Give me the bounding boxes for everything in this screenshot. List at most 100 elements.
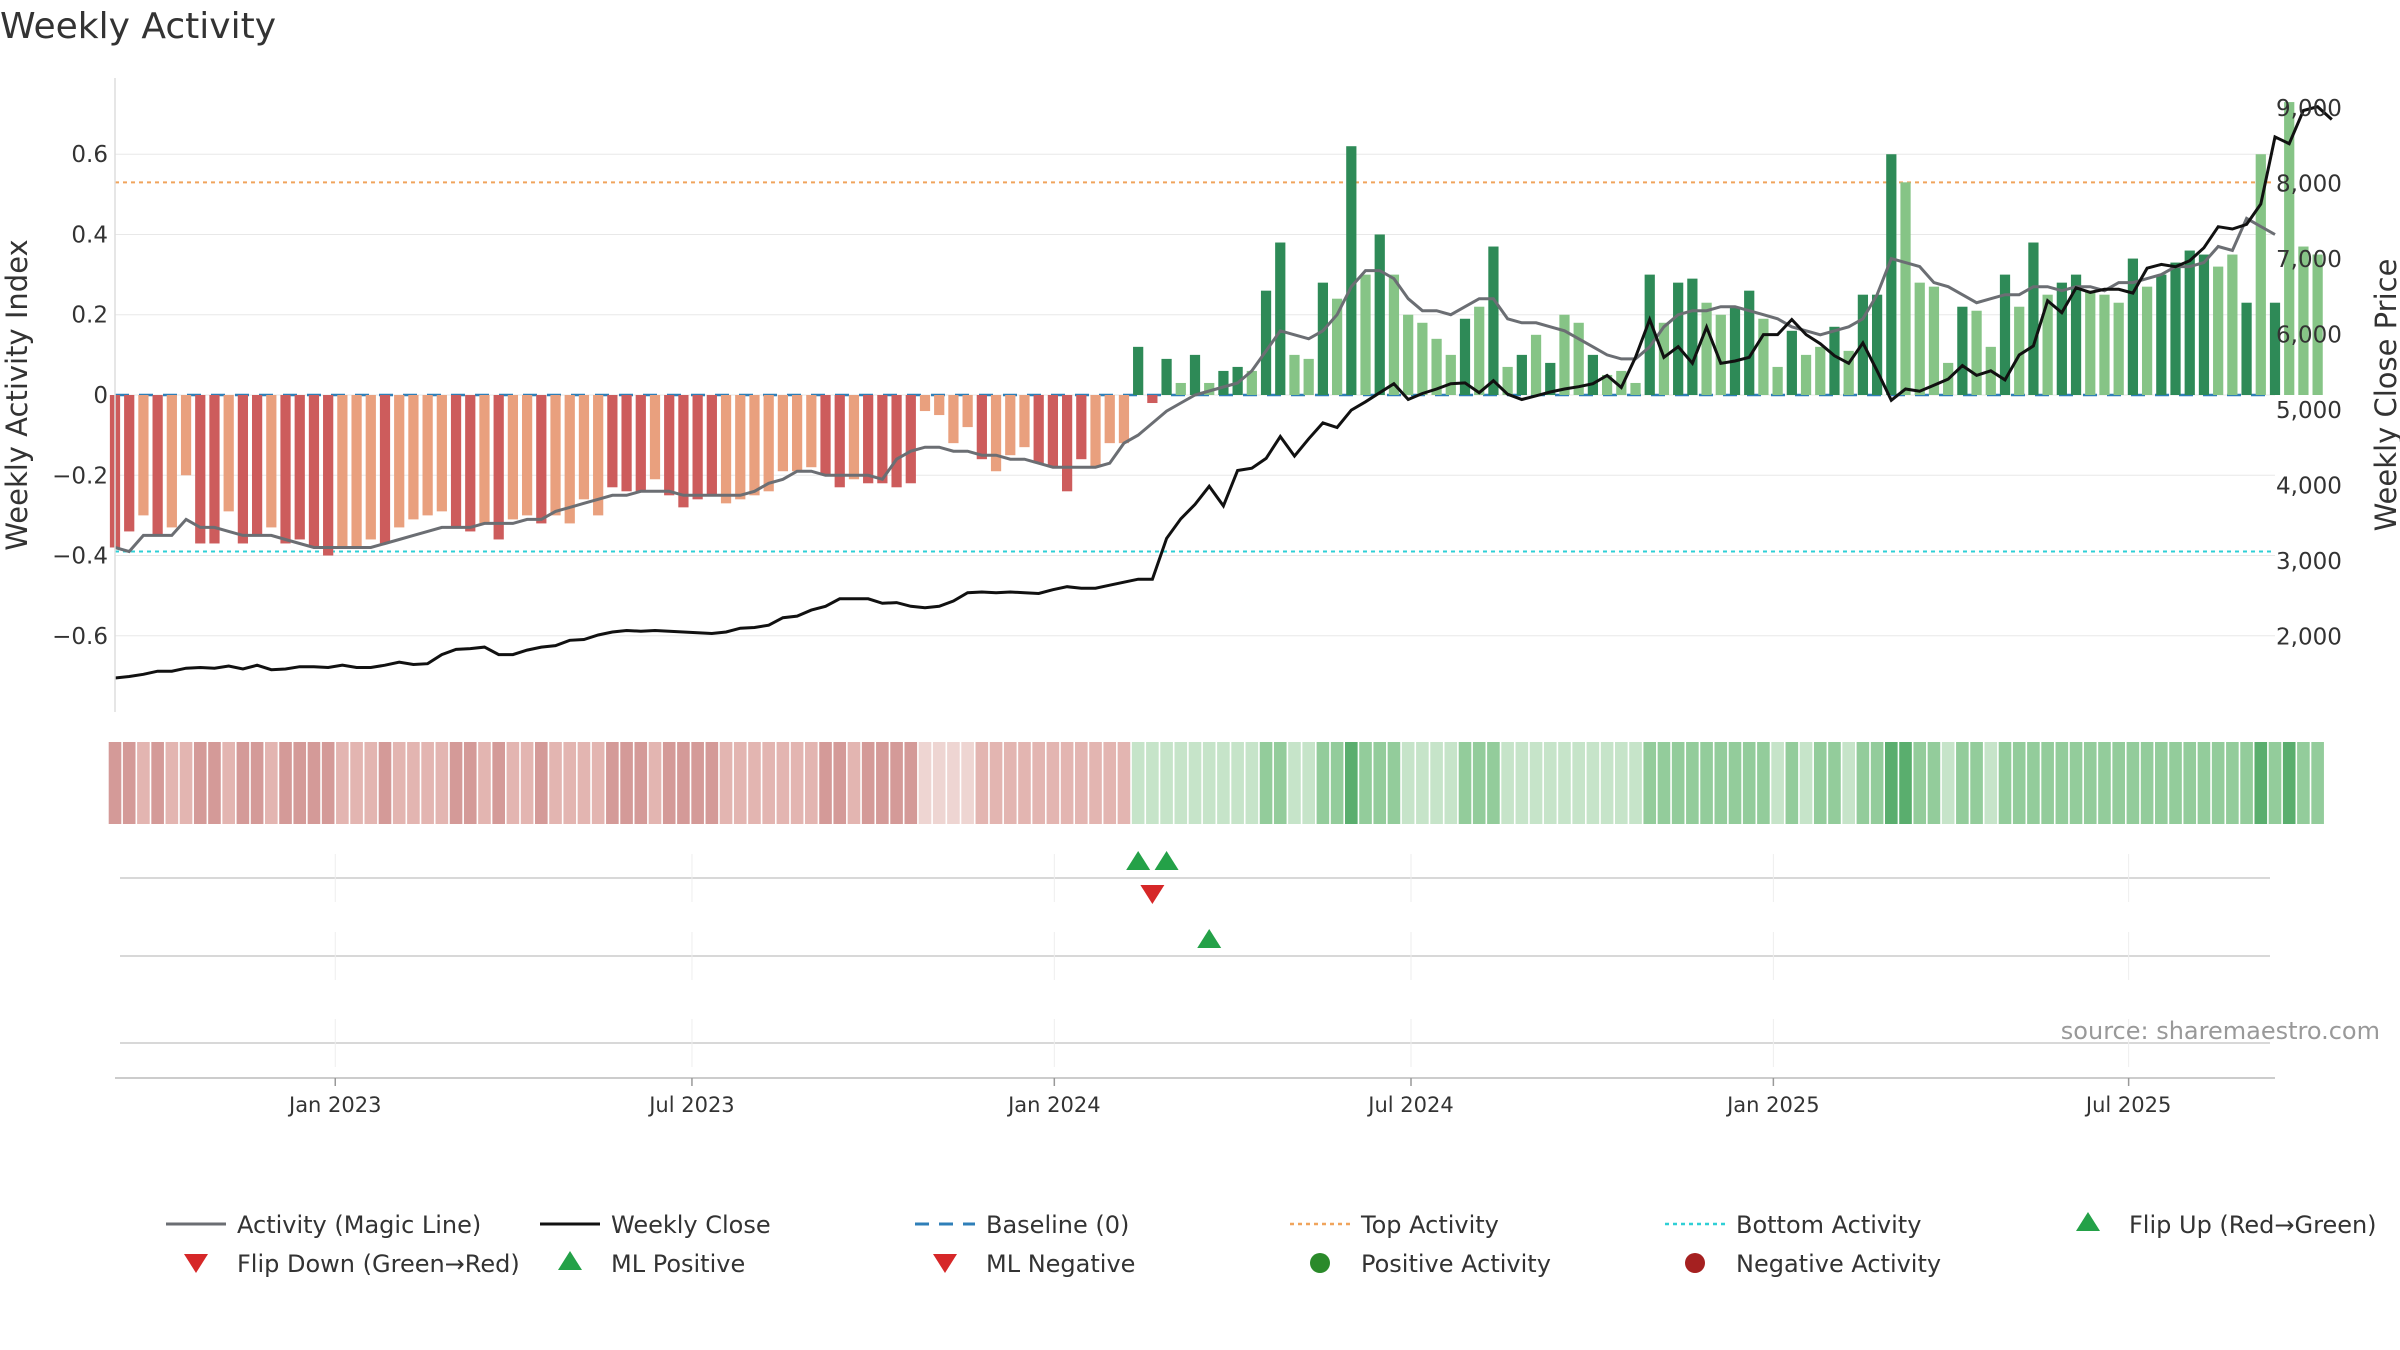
heat-strip-cell (1757, 742, 1770, 824)
activity-bar (195, 395, 206, 544)
heat-strip-cell (1146, 742, 1159, 824)
heat-strip-cell (1927, 742, 1941, 824)
activity-bar (834, 395, 845, 488)
activity-bar (1701, 302, 1712, 395)
legend-swatch-flip-down (184, 1254, 208, 1273)
activity-bar (2255, 154, 2266, 395)
activity-bar (593, 395, 604, 516)
heat-strip-cell (1089, 742, 1102, 824)
heat-strip-cell (1742, 742, 1756, 824)
heat-strip-cell (1103, 742, 1117, 824)
heat-strip-cell (776, 742, 790, 824)
activity-bars (109, 102, 2323, 556)
y2-tick-label: 3,000 (2276, 549, 2342, 575)
activity-bar (1317, 282, 1329, 395)
activity-bar (2184, 250, 2195, 395)
legend-swatch-flip-up (2076, 1212, 2100, 1231)
heat-strip-cell (1501, 742, 1514, 824)
activity-bar (1786, 330, 1797, 395)
heat-strip-cell (1302, 742, 1315, 824)
heat-strip-cell (591, 742, 605, 824)
x-tick-label: Jan 2023 (287, 1093, 382, 1117)
activity-bar (1005, 395, 1016, 456)
series-lines (114, 105, 2333, 680)
heat-strip-cell (407, 742, 420, 824)
heat-strip-cell (1359, 742, 1372, 824)
heat-strip-cell (449, 742, 463, 824)
activity-bar (2198, 254, 2210, 395)
activity-bar (2269, 302, 2281, 395)
activity-bar (692, 395, 703, 500)
heat-strip-cell (1472, 742, 1486, 824)
heat-strip-cell (1984, 742, 1998, 824)
heat-strip-cell (1771, 742, 1784, 824)
activity-bar (365, 395, 376, 540)
legend-swatch-negative-activity (1685, 1253, 1705, 1273)
activity-bar (1829, 326, 1840, 395)
activity-bar (877, 395, 888, 484)
activity-bar (2014, 306, 2025, 395)
heat-strip-cell (1458, 742, 1472, 824)
heat-strip-cell (1018, 742, 1031, 824)
heat-strip-cell (321, 742, 335, 824)
heat-strip-cell (847, 742, 861, 824)
activity-bar (1417, 322, 1428, 395)
heat-strip-cell (1373, 742, 1387, 824)
activity-bar (493, 395, 504, 540)
y-axis-title: Weekly Activity Index (0, 239, 34, 550)
y2-tick-label: 7,000 (2276, 247, 2342, 273)
heat-strip-cell (1259, 742, 1273, 824)
heat-strip-cell (2098, 742, 2111, 824)
activity-bar (2227, 254, 2238, 395)
heat-strip-cell (520, 742, 534, 824)
activity-bar (1189, 354, 1201, 395)
activity-bar (763, 395, 774, 492)
activity-bar (507, 395, 519, 520)
heat-strip-cell (1131, 742, 1145, 824)
heat-strip-cell (307, 742, 321, 824)
heat-strip-cell (1117, 742, 1131, 824)
legend: Activity (Magic Line) Weekly Close Baselin… (166, 1211, 2377, 1278)
heat-strip-cell (861, 742, 875, 824)
activity-bar (436, 395, 447, 512)
heat-strip-cell (1885, 742, 1898, 824)
activity-bar (280, 395, 291, 544)
heat-strip-cell (2226, 742, 2239, 824)
heat-strip-cell (762, 742, 775, 824)
heat-strip-cell (1657, 742, 1671, 824)
activity-bar (607, 395, 618, 488)
activity-bar (791, 395, 803, 472)
event-lanes (120, 851, 2270, 1067)
activity-bar (649, 395, 661, 480)
heat-strip-cell (1686, 742, 1699, 824)
heat-strip-cell (364, 742, 378, 824)
legend-label: Activity (Magic Line) (237, 1211, 481, 1239)
activity-bar (1971, 310, 1982, 395)
activity-bar (706, 395, 717, 496)
activity-bar (1587, 354, 1599, 395)
activity-bar (294, 395, 305, 540)
legend-label: Bottom Activity (1736, 1211, 1921, 1239)
activity-bar (1260, 290, 1272, 395)
activity-bar (521, 395, 533, 516)
heat-strip-cell (549, 742, 562, 824)
activity-bar (1019, 395, 1030, 448)
activity-bar (934, 395, 945, 416)
activity-bar (1289, 354, 1300, 395)
flip-down-marker (1140, 885, 1165, 904)
activity-bar (749, 395, 760, 496)
heat-strip-cell (932, 742, 946, 824)
heat-strip-cell (1444, 742, 1458, 824)
heat-strip-cell (122, 742, 136, 824)
legend-label: Weekly Close (611, 1211, 771, 1239)
heat-strip-cell (165, 742, 179, 824)
activity-bar (1061, 395, 1073, 492)
heat-strip-cell (2027, 742, 2040, 824)
activity-bar (1431, 338, 1442, 395)
heat-strip-cell (975, 742, 989, 824)
heat-strip-cell (634, 742, 648, 824)
x-axis: Jan 2023 Jul 2023 Jan 2024 Jul 2024 Jan 2025… (115, 1077, 2275, 1117)
heat-strip-cell (1003, 742, 1017, 824)
heat-strip-cell (805, 742, 818, 824)
